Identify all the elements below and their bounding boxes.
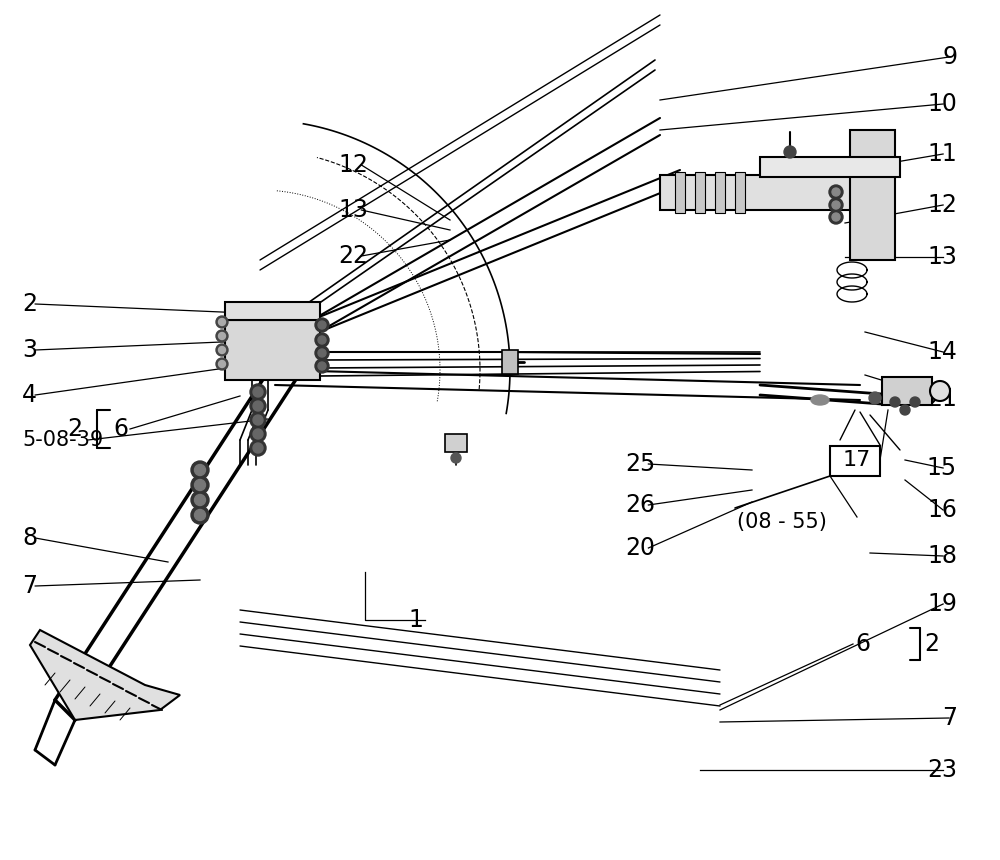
Circle shape [250, 412, 266, 428]
Text: 19: 19 [927, 592, 957, 616]
Circle shape [194, 494, 206, 506]
Circle shape [253, 443, 263, 453]
Bar [735, 172, 745, 213]
Circle shape [191, 491, 209, 509]
Text: 6: 6 [113, 417, 128, 441]
Circle shape [218, 333, 226, 340]
Circle shape [218, 318, 226, 325]
Circle shape [315, 359, 329, 373]
Circle shape [253, 415, 263, 425]
Text: 15: 15 [927, 456, 957, 480]
Circle shape [829, 185, 843, 199]
Text: 2: 2 [22, 292, 37, 316]
Circle shape [253, 387, 263, 397]
Circle shape [832, 201, 840, 209]
Text: 23: 23 [927, 758, 957, 782]
Circle shape [216, 316, 228, 328]
Circle shape [218, 360, 226, 367]
Bar [850, 130, 895, 260]
Bar [882, 377, 932, 405]
Circle shape [451, 453, 461, 463]
Circle shape [832, 188, 840, 196]
Text: 2: 2 [924, 632, 939, 656]
Bar [225, 302, 320, 320]
Text: 3: 3 [22, 338, 37, 362]
Circle shape [250, 384, 266, 400]
Text: 12: 12 [927, 193, 957, 217]
Circle shape [191, 506, 209, 524]
Polygon shape [30, 630, 180, 720]
Text: 2: 2 [67, 417, 82, 441]
Bar [715, 172, 725, 213]
Text: 21: 21 [927, 387, 957, 411]
Circle shape [315, 318, 329, 332]
Text: 11: 11 [927, 142, 957, 166]
Text: 13: 13 [927, 245, 957, 269]
Bar [502, 350, 518, 374]
Bar [695, 172, 705, 213]
Circle shape [910, 397, 920, 407]
Circle shape [250, 440, 266, 456]
Text: 5-08-39: 5-08-39 [22, 430, 103, 450]
Circle shape [318, 321, 326, 329]
Ellipse shape [811, 395, 829, 405]
Circle shape [216, 330, 228, 342]
Circle shape [869, 392, 881, 404]
Text: 18: 18 [927, 544, 957, 568]
Text: 16: 16 [927, 498, 957, 522]
Text: 26: 26 [625, 493, 655, 517]
Text: 14: 14 [927, 340, 957, 364]
Bar [675, 172, 685, 213]
Text: 4: 4 [22, 383, 37, 407]
Bar [445, 434, 467, 452]
Circle shape [318, 336, 326, 344]
Circle shape [194, 480, 206, 490]
Circle shape [890, 397, 900, 407]
Bar [660, 175, 855, 210]
Circle shape [832, 213, 840, 221]
Circle shape [250, 426, 266, 442]
Text: 17: 17 [843, 450, 871, 470]
Text: 9: 9 [942, 45, 957, 69]
Circle shape [253, 429, 263, 439]
Circle shape [829, 210, 843, 224]
Text: 20: 20 [625, 536, 655, 560]
Text: (08 - 55): (08 - 55) [737, 512, 827, 532]
Circle shape [194, 464, 206, 476]
Circle shape [900, 405, 910, 415]
Circle shape [191, 476, 209, 494]
Bar [225, 320, 320, 380]
Circle shape [253, 401, 263, 411]
Text: 25: 25 [625, 452, 655, 476]
Text: 7: 7 [22, 574, 37, 598]
Circle shape [250, 398, 266, 414]
Text: 8: 8 [22, 526, 37, 550]
Circle shape [930, 381, 950, 401]
Circle shape [315, 346, 329, 360]
Circle shape [318, 362, 326, 370]
Text: 1: 1 [408, 608, 423, 632]
Circle shape [315, 333, 329, 347]
Text: 10: 10 [927, 92, 957, 116]
Circle shape [216, 358, 228, 370]
Circle shape [194, 509, 206, 520]
Bar [830, 446, 880, 476]
Circle shape [218, 347, 226, 353]
Circle shape [216, 344, 228, 356]
Circle shape [829, 198, 843, 212]
Text: 13: 13 [338, 198, 368, 222]
Text: 12: 12 [338, 153, 368, 177]
Circle shape [784, 146, 796, 158]
Text: 22: 22 [338, 244, 368, 268]
Text: 6: 6 [855, 632, 870, 656]
Circle shape [318, 349, 326, 357]
Bar [760, 157, 900, 177]
Text: 7: 7 [942, 706, 957, 730]
Circle shape [191, 461, 209, 479]
